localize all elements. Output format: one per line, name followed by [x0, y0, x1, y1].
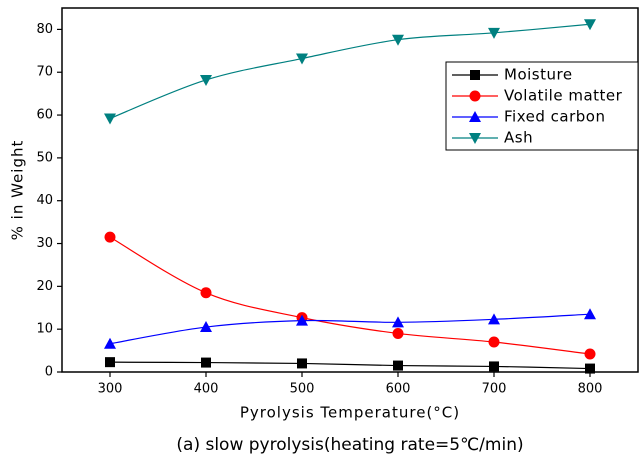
series-line — [109, 361, 591, 370]
data-point — [584, 348, 596, 360]
y-tick-label: 60 — [36, 108, 53, 123]
legend-label: Moisture — [504, 66, 573, 84]
data-point — [489, 361, 499, 372]
data-point — [296, 314, 308, 326]
x-tick-label: 700 — [482, 382, 507, 397]
y-tick-label: 20 — [36, 279, 53, 294]
y-tick-label: 80 — [36, 22, 53, 37]
caption: (a) slow pyrolysis(heating rate=5℃/min) — [176, 435, 523, 455]
data-point — [584, 19, 596, 31]
data-point — [200, 321, 212, 333]
data-point — [296, 53, 308, 65]
data-point — [201, 357, 211, 368]
legend-marker — [470, 70, 480, 80]
data-point — [488, 336, 500, 348]
x-tick-label: 400 — [194, 382, 219, 397]
x-tick-label: 600 — [386, 382, 411, 397]
y-axis-title: % in Weight — [9, 140, 27, 241]
data-point — [584, 308, 596, 320]
y-tick-label: 70 — [36, 65, 53, 80]
data-point — [392, 34, 404, 46]
data-point — [392, 327, 404, 339]
y-tick-label: 30 — [36, 236, 53, 251]
legend-marker — [469, 90, 481, 102]
y-tick-label: 0 — [45, 365, 53, 380]
data-point — [104, 337, 116, 349]
data-point — [392, 316, 404, 328]
series-line — [109, 23, 591, 120]
data-point — [393, 360, 403, 371]
data-point — [105, 357, 115, 368]
plot-frame — [61, 7, 639, 373]
data-point — [200, 287, 212, 299]
legend-label: Fixed carbon — [504, 108, 605, 126]
data-point — [488, 27, 500, 39]
y-tick-label: 40 — [36, 193, 53, 208]
data-point — [585, 363, 595, 374]
data-point — [104, 231, 116, 243]
legend-marker — [469, 133, 481, 144]
x-tick-label: 500 — [290, 382, 315, 397]
x-axis-title: Pyrolysis Temperature(°C) — [240, 404, 460, 422]
y-tick-label: 50 — [36, 150, 53, 165]
x-tick-label: 300 — [98, 382, 123, 397]
data-point — [488, 313, 500, 325]
y-tick-label: 10 — [36, 322, 53, 337]
legend-label: Ash — [504, 129, 533, 147]
x-tick-label: 800 — [578, 382, 603, 397]
data-point — [200, 74, 212, 86]
series-line — [109, 313, 591, 345]
legend-marker — [469, 111, 481, 122]
data-point — [297, 358, 307, 369]
data-point — [104, 113, 116, 125]
legend-label: Volatile matter — [504, 87, 623, 105]
series-line — [109, 236, 591, 355]
